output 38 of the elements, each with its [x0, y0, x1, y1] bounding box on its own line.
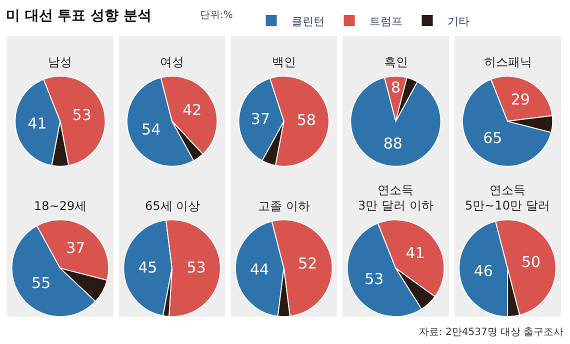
- pie-slice: [350, 77, 442, 167]
- chart-title: 65세 이상: [145, 199, 200, 213]
- chart-title: 흑인: [384, 55, 408, 69]
- legend-title: 단위:%: [200, 10, 233, 21]
- data-label: 65: [483, 129, 502, 148]
- legend-label: 클린턴: [291, 14, 324, 28]
- data-label: 41: [28, 114, 47, 132]
- data-label: 55: [32, 274, 51, 292]
- data-label: 37: [250, 110, 270, 128]
- data-label: 53: [72, 106, 92, 124]
- data-label: 8: [390, 78, 400, 97]
- chart-title: 백인: [272, 55, 296, 69]
- chart-title: 연소득 3만 달러 이하: [358, 183, 434, 213]
- text: 자료: 2만4537명 대상 출구조사: [419, 327, 564, 338]
- chart-subtitle: 미 대선 투표 성향 분석: [6, 8, 152, 24]
- data-label: 52: [298, 254, 318, 273]
- data-label: 42: [182, 101, 202, 120]
- data-label: 29: [510, 90, 530, 109]
- chart-title: 18~29세: [34, 199, 87, 213]
- data-label: 50: [521, 253, 541, 272]
- data-label: 45: [138, 258, 158, 276]
- data-label: 58: [296, 110, 316, 129]
- chart-title: 고졸 이하: [258, 199, 310, 213]
- legend-label: 트럼프: [369, 14, 402, 28]
- data-label: 41: [406, 244, 425, 262]
- data-label: 54: [142, 120, 161, 139]
- legend-label: 기타: [447, 14, 470, 28]
- pie-slice: [462, 78, 552, 167]
- text: 남성: [48, 55, 72, 69]
- data-label: 53: [186, 258, 206, 276]
- data-label: 88: [383, 134, 402, 153]
- chart-title: 히스패닉: [484, 55, 532, 69]
- data-label: 53: [364, 270, 384, 288]
- data-label: 46: [474, 262, 493, 280]
- data-label: 37: [66, 239, 86, 258]
- chart-title: 여성: [160, 55, 184, 69]
- chart-title: 연소득 5만~10만 달러: [465, 183, 550, 213]
- data-label: 44: [250, 260, 270, 279]
